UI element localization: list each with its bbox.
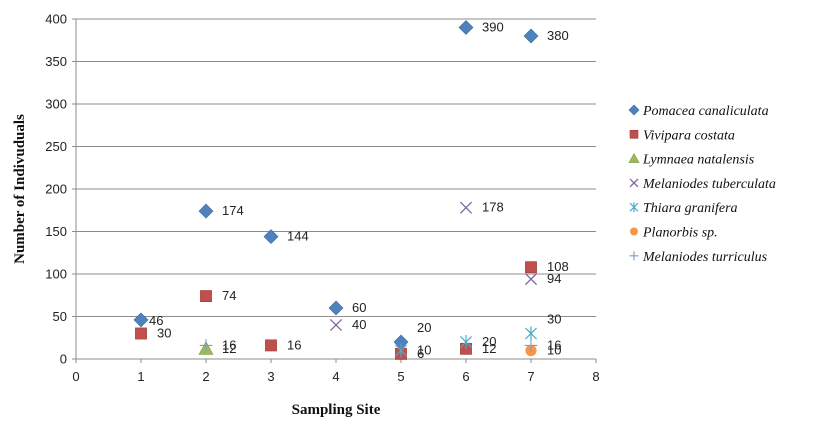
data-label: 178 <box>482 200 504 215</box>
data-label: 40 <box>352 317 366 332</box>
data-label: 144 <box>287 229 309 244</box>
data-point <box>200 290 212 302</box>
legend-marker <box>630 227 638 236</box>
x-tick-label: 4 <box>332 369 339 384</box>
data-label: 12 <box>482 341 496 356</box>
data-label: 380 <box>547 28 569 43</box>
y-tick-label: 350 <box>45 54 67 69</box>
data-point <box>524 273 538 286</box>
data-point <box>199 339 213 352</box>
x-tick-label: 3 <box>267 369 274 384</box>
axes <box>72 18 597 363</box>
data-label: 108 <box>547 259 569 274</box>
data-point <box>263 229 279 245</box>
data-label: 10 <box>417 343 431 358</box>
data-points <box>133 20 539 360</box>
legend-label: Pomacea canaliculata <box>642 104 769 119</box>
x-axis-title: Sampling Site <box>292 402 381 418</box>
x-tick-label: 6 <box>462 369 469 384</box>
y-tick-label: 300 <box>45 97 67 112</box>
legend-marker <box>629 202 639 213</box>
legend-marker <box>629 178 639 188</box>
y-tick-label: 150 <box>45 224 67 239</box>
data-label: 74 <box>222 288 236 303</box>
legend-label: Thiara granifera <box>643 201 738 216</box>
y-tick-label: 200 <box>45 182 67 197</box>
y-tick-label: 100 <box>45 267 67 282</box>
x-tick-label: 5 <box>397 369 404 384</box>
data-label: 16 <box>547 337 561 352</box>
legend-label: Planorbis sp. <box>642 226 718 241</box>
data-point <box>523 28 539 44</box>
data-point <box>524 339 538 352</box>
data-point <box>135 327 147 340</box>
data-point <box>328 300 344 316</box>
legend: Pomacea canaliculata Vivipara costata Lymn… <box>628 104 776 265</box>
data-label: 20 <box>482 334 496 349</box>
data-point <box>265 339 277 352</box>
data-label: 6 <box>417 346 424 361</box>
data-label: 10 <box>547 343 561 358</box>
data-label: 94 <box>547 271 561 286</box>
data-point <box>525 261 537 274</box>
x-tick-label: 7 <box>527 369 534 384</box>
x-tick-label: 0 <box>72 369 79 384</box>
gridlines <box>76 18 596 317</box>
data-label: 16 <box>222 337 236 352</box>
y-axis-title: Number of Indivuduals <box>12 114 28 264</box>
legend-label: Lymnaea natalensis <box>642 153 755 168</box>
data-point <box>459 201 473 214</box>
data-point <box>458 20 474 35</box>
data-label: 46 <box>149 313 163 328</box>
legend-marker <box>628 104 640 116</box>
legend-label: Melaniodes turriculus <box>642 250 768 265</box>
legend-marker <box>629 251 639 261</box>
data-label: 30 <box>157 326 171 341</box>
data-point <box>133 312 149 328</box>
data-labels: 46 174 144 60 20 390 380 30 74 16 6 12 108 12 40 178 94 1… <box>149 20 569 361</box>
y-tick-label: 50 <box>53 309 67 324</box>
y-tick-label: 400 <box>45 12 67 27</box>
data-point <box>394 343 408 358</box>
data-point <box>459 335 473 349</box>
x-tick-label: 8 <box>592 369 599 384</box>
data-label: 16 <box>287 337 301 352</box>
legend-marker <box>628 152 640 163</box>
legend-label: Melaniodes tuberculata <box>642 177 776 192</box>
y-tick-label: 250 <box>45 139 67 154</box>
legend-marker <box>629 130 639 139</box>
x-tick-label: 1 <box>137 369 144 384</box>
data-point <box>329 318 343 332</box>
data-label: 12 <box>222 341 236 356</box>
data-label: 174 <box>222 203 244 218</box>
data-label: 30 <box>547 312 561 327</box>
data-label: 60 <box>352 300 366 315</box>
y-tick-label: 0 <box>60 352 67 367</box>
data-label: 20 <box>417 320 431 335</box>
legend-label: Vivipara costata <box>643 128 735 143</box>
data-point <box>198 203 214 219</box>
data-point <box>524 326 538 341</box>
x-tick-label: 2 <box>202 369 209 384</box>
data-label: 390 <box>482 20 504 35</box>
